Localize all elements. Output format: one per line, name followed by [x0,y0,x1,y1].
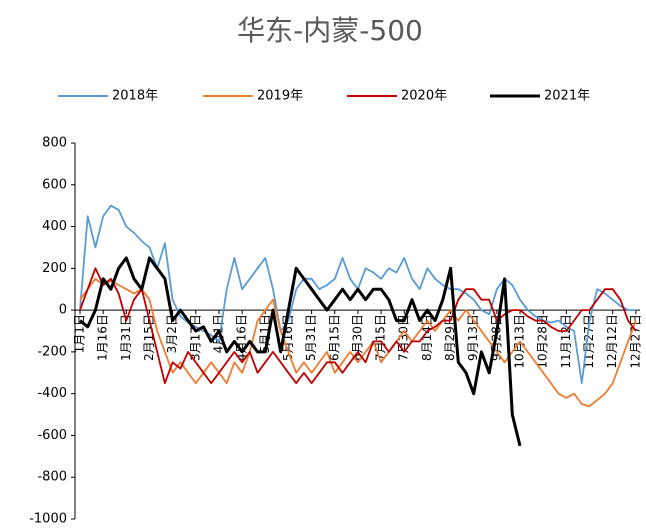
series-line [79,267,637,385]
y-tick-label: 0 [59,303,67,318]
x-tick-label: 3月2日 [165,314,179,353]
x-tick-label: 1月1日 [73,314,87,353]
x-tick-label: 1月16日 [96,314,110,361]
y-tick-label: -800 [37,470,67,485]
y-tick-label: 600 [42,177,67,192]
y-tick-label: -200 [37,344,67,359]
y-tick-label: -400 [37,386,67,401]
x-tick-label: 6月15日 [327,314,341,361]
x-tick-label: 1月31日 [119,314,133,361]
y-tick-label: 800 [42,136,67,151]
x-tick-label: 7月15日 [374,314,388,361]
y-tick-label: 200 [42,261,67,276]
x-tick-label: 5月31日 [304,314,318,361]
y-tick-label: 400 [42,219,67,234]
x-tick-label: 8月29日 [443,314,457,361]
series-line [79,256,522,447]
x-tick-label: 12月27日 [628,314,642,369]
chart-title: 华东-内蒙-500 [237,14,423,47]
x-tick-label: 6月30日 [350,314,364,361]
y-tick-label: -600 [37,428,67,443]
x-tick-label: 12月12日 [605,314,619,369]
legend-label: 2021年 [544,89,590,104]
legend-label: 2020年 [401,89,447,104]
x-tick-label: 2月15日 [142,314,156,361]
legend-label: 2018年 [112,89,158,104]
legend-label: 2019年 [257,89,303,104]
series-line [79,277,637,408]
x-tick-label: 10月28日 [536,314,550,369]
y-tick-label: -1000 [29,512,67,527]
